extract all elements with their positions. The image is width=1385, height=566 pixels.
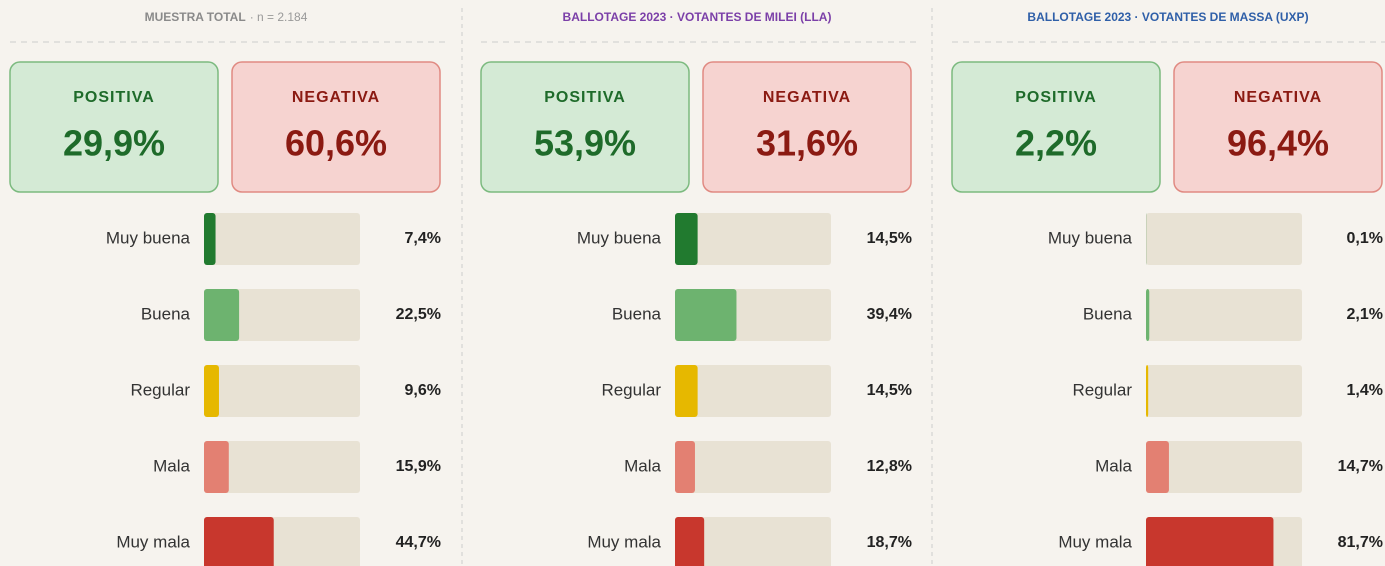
summary-box <box>1173 61 1383 193</box>
bar <box>204 365 219 417</box>
panel: BALLOTAGE 2023 · VOTANTES DE MASSA (UXP)… <box>951 10 1385 566</box>
bar-track <box>1146 289 1302 341</box>
category-label: Buena <box>1083 304 1133 323</box>
bar <box>675 213 698 265</box>
summary-box <box>9 61 219 193</box>
category-label: Buena <box>141 304 191 323</box>
value-label: 14,7% <box>1338 458 1383 475</box>
panel-title: MUESTRA TOTAL · n = 2.184 <box>145 10 308 24</box>
bar-track <box>204 365 360 417</box>
value-label: 2,1% <box>1347 306 1383 323</box>
category-label: Buena <box>612 304 662 323</box>
bar-track <box>675 517 831 566</box>
bar <box>675 517 705 566</box>
summary-label: NEGATIVA <box>763 89 851 106</box>
category-label: Mala <box>1095 456 1132 475</box>
value-label: 22,5% <box>396 306 441 323</box>
bar <box>1146 365 1149 417</box>
bar <box>204 289 240 341</box>
bar <box>204 517 274 566</box>
bar-track <box>675 441 831 493</box>
summary-label: POSITIVA <box>73 89 155 106</box>
bar-track <box>1146 441 1302 493</box>
category-label: Regular <box>130 380 190 399</box>
bar <box>204 213 216 265</box>
bar <box>1146 441 1169 493</box>
value-label: 14,5% <box>867 230 912 247</box>
value-label: 0,1% <box>1347 230 1383 247</box>
category-label: Muy mala <box>587 532 661 551</box>
panel: MUESTRA TOTAL · n = 2.184 POSITIVA 29,9% NEG… <box>9 10 450 566</box>
panel-subtitle: · n = 2.184 <box>250 10 308 24</box>
category-label: Regular <box>601 380 661 399</box>
summary-value: 53,9% <box>534 123 636 164</box>
value-label: 7,4% <box>405 230 441 247</box>
summary-box <box>480 61 690 193</box>
category-label: Muy mala <box>1058 532 1132 551</box>
bar-track <box>204 289 360 341</box>
bar-track <box>1146 365 1302 417</box>
summary-label: NEGATIVA <box>1234 89 1322 106</box>
panel-title-main: BALLOTAGE 2023 · VOTANTES DE MASSA (UXP) <box>1027 10 1308 24</box>
bar <box>204 441 229 493</box>
panel-title-main: BALLOTAGE 2023 · VOTANTES DE MILEI (LLA) <box>563 10 832 24</box>
value-label: 39,4% <box>867 306 912 323</box>
value-label: 15,9% <box>396 458 441 475</box>
panel-title-main: MUESTRA TOTAL <box>145 10 246 24</box>
summary-value: 96,4% <box>1227 123 1329 164</box>
value-label: 44,7% <box>396 534 441 551</box>
bar <box>675 441 695 493</box>
bar <box>1146 517 1274 566</box>
summary-label: POSITIVA <box>1015 89 1097 106</box>
summary-box <box>702 61 912 193</box>
value-label: 1,4% <box>1347 382 1383 399</box>
value-label: 81,7% <box>1338 534 1383 551</box>
summary-box <box>951 61 1161 193</box>
summary-value: 2,2% <box>1015 123 1097 164</box>
panel-title: BALLOTAGE 2023 · VOTANTES DE MILEI (LLA) <box>563 10 832 24</box>
panel-title: BALLOTAGE 2023 · VOTANTES DE MASSA (UXP) <box>1027 10 1308 24</box>
value-label: 9,6% <box>405 382 441 399</box>
bar <box>1146 289 1150 341</box>
summary-label: POSITIVA <box>544 89 626 106</box>
category-label: Muy buena <box>1048 228 1133 247</box>
summary-value: 29,9% <box>63 123 165 164</box>
bar-track <box>675 365 831 417</box>
bar <box>675 289 737 341</box>
value-label: 12,8% <box>867 458 912 475</box>
bar-track <box>675 213 831 265</box>
category-label: Mala <box>153 456 190 475</box>
value-label: 18,7% <box>867 534 912 551</box>
panel: BALLOTAGE 2023 · VOTANTES DE MILEI (LLA)… <box>480 10 921 566</box>
category-label: Muy buena <box>106 228 191 247</box>
summary-box <box>231 61 441 193</box>
category-label: Regular <box>1072 380 1132 399</box>
value-label: 14,5% <box>867 382 912 399</box>
summary-value: 31,6% <box>756 123 858 164</box>
bar-track <box>204 441 360 493</box>
category-label: Muy buena <box>577 228 662 247</box>
summary-value: 60,6% <box>285 123 387 164</box>
bar-track <box>204 213 360 265</box>
category-label: Mala <box>624 456 661 475</box>
category-label: Muy mala <box>116 532 190 551</box>
summary-label: NEGATIVA <box>292 89 380 106</box>
bar-track <box>1146 213 1302 265</box>
bar <box>675 365 698 417</box>
